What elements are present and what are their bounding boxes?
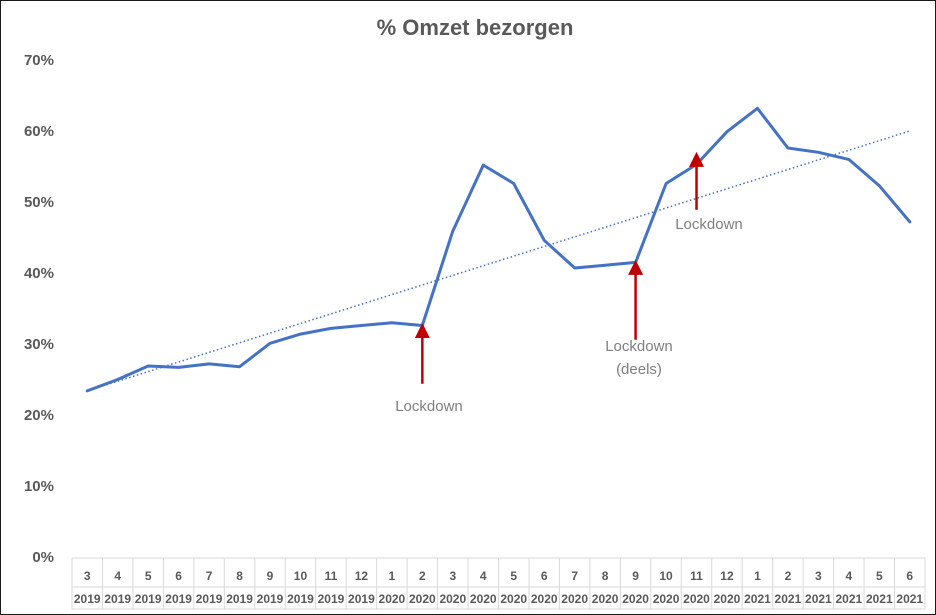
x-tick-year: 2019: [257, 592, 284, 606]
x-tick-year: 2020: [683, 592, 710, 606]
x-tick-year: 2019: [348, 592, 375, 606]
x-tick-year: 2021: [866, 592, 893, 606]
x-tick-month: 1: [389, 569, 396, 583]
x-tick-month: 11: [325, 569, 338, 583]
x-tick-year: 2021: [835, 592, 862, 606]
x-tick-month: 10: [294, 569, 308, 583]
x-tick-year: 2020: [379, 592, 406, 606]
x-tick-year: 2020: [470, 592, 497, 606]
x-tick-year: 2019: [165, 592, 192, 606]
annotation-label: Lockdown: [395, 398, 463, 415]
x-tick-year: 2020: [439, 592, 466, 606]
y-tick-label: 20%: [24, 407, 54, 424]
y-tick-label: 70%: [24, 52, 54, 69]
x-tick-month: 4: [480, 569, 487, 583]
x-tick-year: 2021: [775, 592, 802, 606]
x-tick-month: 11: [690, 569, 703, 583]
x-tick-year: 2020: [409, 592, 436, 606]
x-tick-year: 2019: [287, 592, 314, 606]
series-line: [85, 106, 912, 393]
x-tick-month: 10: [659, 569, 673, 583]
x-tick-month: 8: [602, 569, 609, 583]
x-tick-month: 12: [355, 569, 369, 583]
x-tick-month: 5: [510, 569, 517, 583]
trendline: [87, 130, 910, 392]
chart-title: % Omzet bezorgen: [377, 15, 574, 40]
y-tick-label: 30%: [24, 336, 54, 353]
x-axis: 3 2019 4 2019 5 2019 6 2019 7 2019 8 2019 9 2019 10 201…: [71, 557, 926, 610]
x-tick-month: 2: [785, 569, 792, 583]
series-layer: [85, 106, 912, 393]
x-tick-month: 3: [84, 569, 91, 583]
x-tick-month: 5: [145, 569, 152, 583]
x-tick-year: 2020: [622, 592, 649, 606]
y-tick-label: 0%: [32, 549, 54, 566]
x-tick-year: 2020: [561, 592, 588, 606]
y-tick-label: 50%: [24, 194, 54, 211]
x-tick-month: 9: [632, 569, 639, 583]
x-tick-month: 3: [449, 569, 456, 583]
x-tick-year: 2020: [500, 592, 527, 606]
annotations: Lockdown Lockdown (deels) Lockdown: [395, 151, 743, 415]
annotation-label: Lockdown: [675, 216, 743, 233]
x-tick-year: 2019: [318, 592, 345, 606]
x-tick-month: 7: [206, 569, 213, 583]
x-tick-month: 7: [571, 569, 578, 583]
annotation-label: (deels): [616, 361, 662, 378]
x-tick-month: 6: [175, 569, 182, 583]
x-tick-year: 2019: [104, 592, 131, 606]
x-tick-year: 2019: [196, 592, 223, 606]
y-tick-label: 40%: [24, 265, 54, 282]
x-tick-month: 4: [845, 569, 852, 583]
x-tick-month: 1: [754, 569, 761, 583]
x-tick-year: 2021: [805, 592, 832, 606]
y-tick-label: 10%: [24, 478, 54, 495]
x-tick-year: 2019: [135, 592, 162, 606]
annotation-label: Lockdown: [605, 338, 673, 355]
x-tick-month: 2: [419, 569, 426, 583]
x-tick-month: 6: [541, 569, 548, 583]
x-tick-month: 9: [267, 569, 274, 583]
x-tick-year: 2021: [896, 592, 923, 606]
x-tick-year: 2020: [531, 592, 558, 606]
x-tick-month: 3: [815, 569, 822, 583]
x-tick-month: 4: [114, 569, 121, 583]
x-tick-month: 8: [236, 569, 243, 583]
x-tick-month: 5: [876, 569, 883, 583]
x-tick-year: 2021: [744, 592, 771, 606]
x-tick-year: 2019: [74, 592, 101, 606]
y-tick-label: 60%: [24, 123, 54, 140]
x-tick-year: 2019: [226, 592, 253, 606]
x-tick-year: 2020: [714, 592, 741, 606]
x-tick-year: 2020: [653, 592, 680, 606]
x-tick-year: 2020: [592, 592, 619, 606]
y-axis: 0% 10% 20% 30% 40% 50% 60% 70%: [24, 52, 54, 566]
trendline-line: [87, 130, 910, 392]
x-tick-month: 12: [720, 569, 734, 583]
x-tick-month: 6: [906, 569, 913, 583]
